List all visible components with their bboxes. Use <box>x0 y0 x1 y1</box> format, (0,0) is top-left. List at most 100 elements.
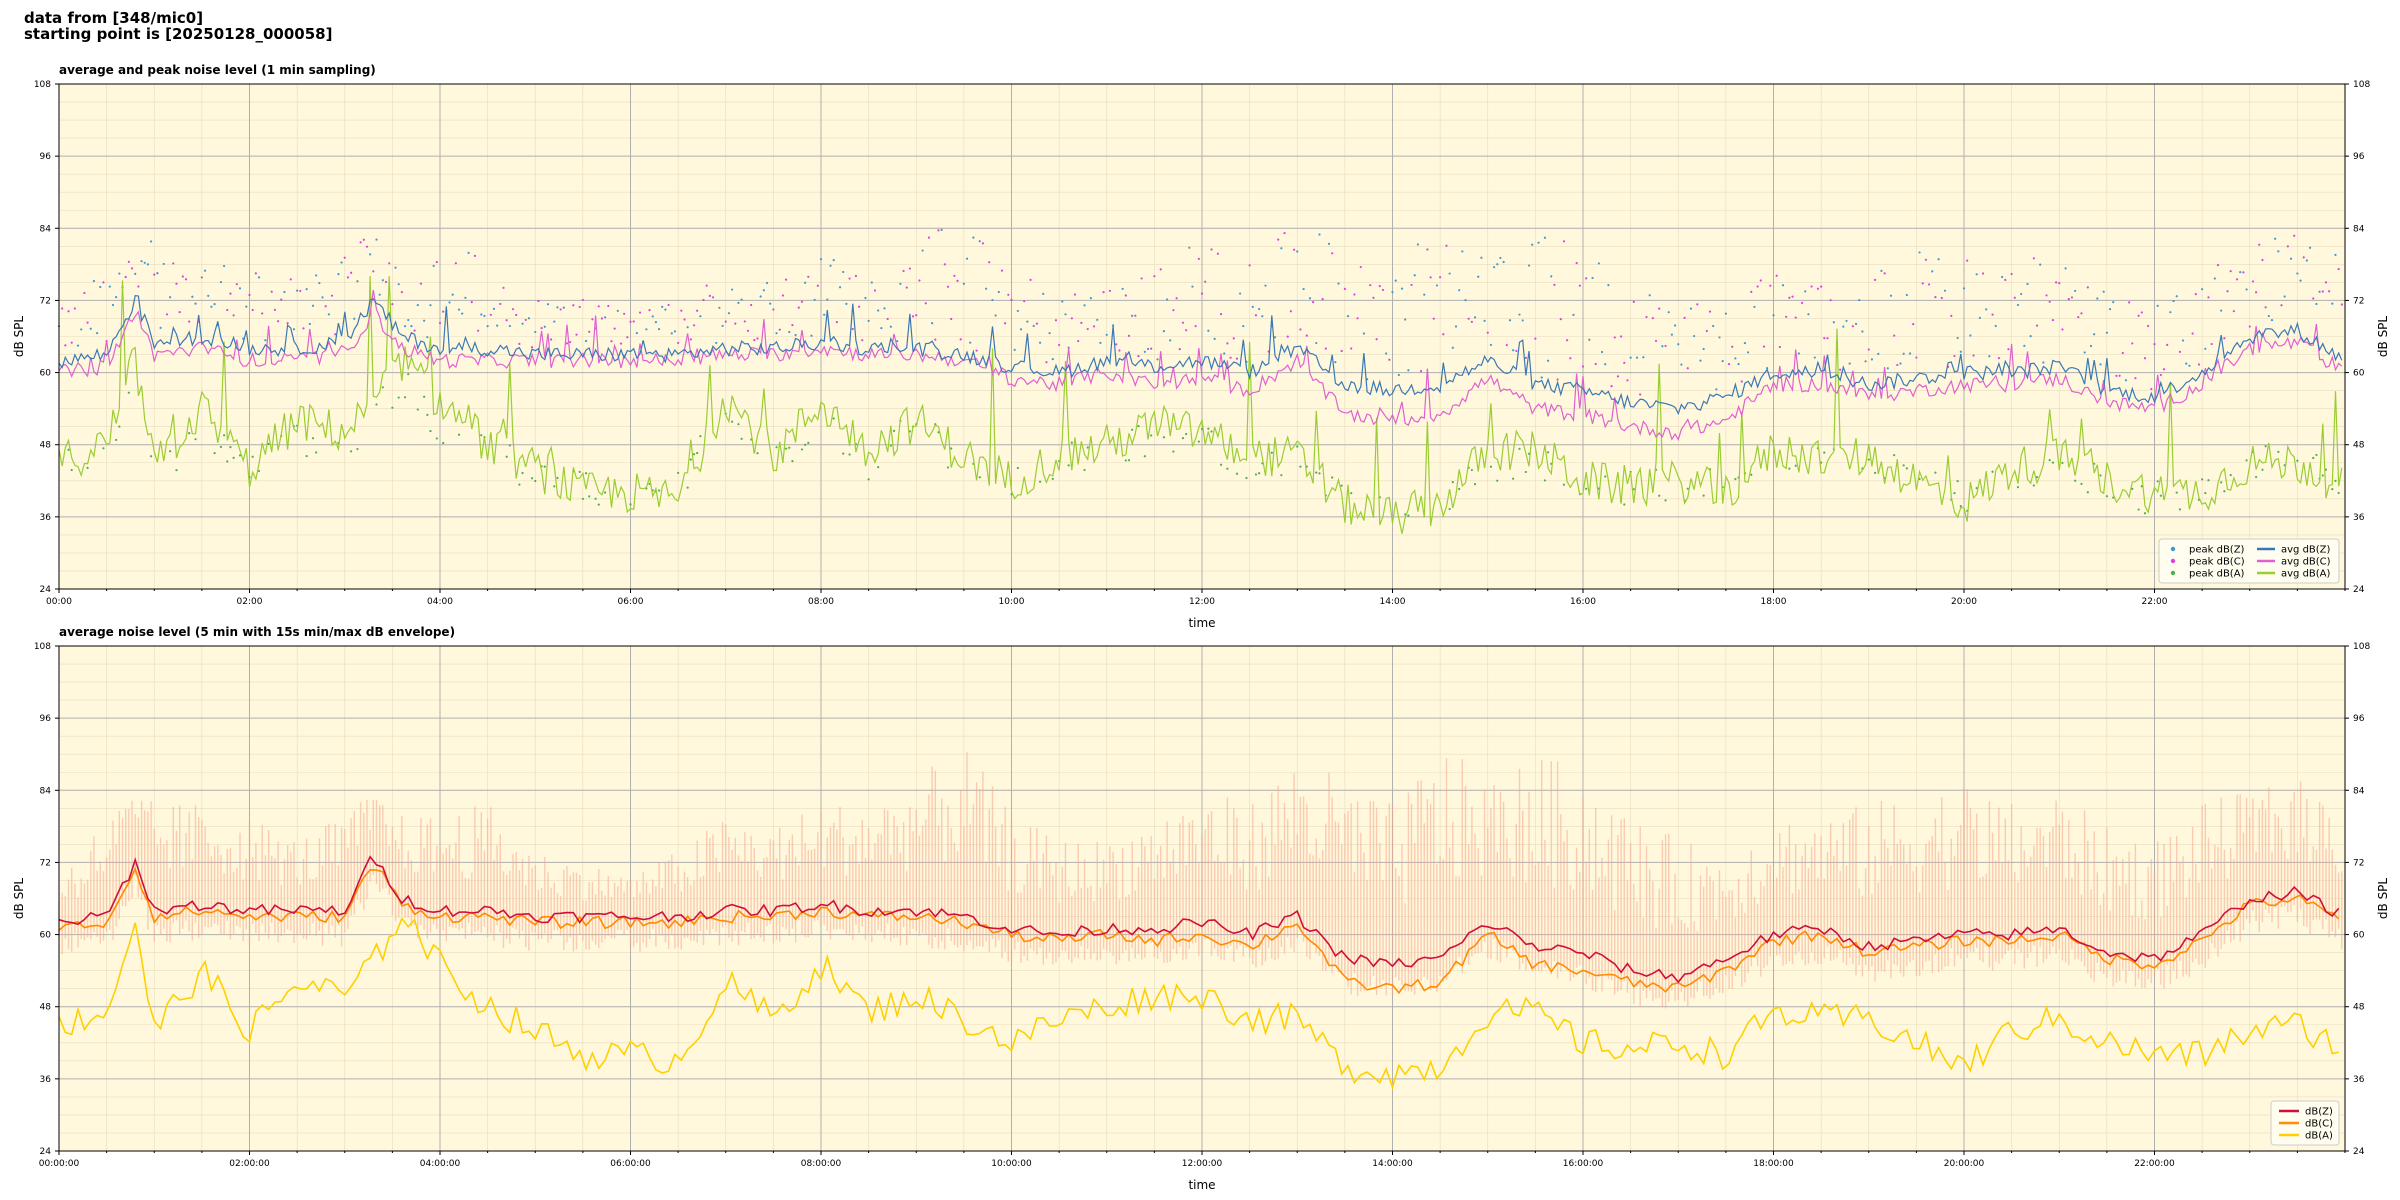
peak-point <box>1391 291 1394 294</box>
peak-point <box>2166 343 2169 346</box>
peak-point <box>553 320 556 323</box>
peak-point <box>807 441 810 444</box>
peak-point <box>1823 337 1826 340</box>
xtick-label: 00:00:00 <box>39 1159 80 1169</box>
peak-point <box>1077 339 1080 343</box>
peak-point <box>858 305 861 308</box>
peak-point <box>118 272 121 275</box>
peak-point <box>711 296 715 299</box>
peak-point <box>800 300 804 303</box>
peak-point <box>1188 246 1191 249</box>
peak-point <box>1515 349 1518 353</box>
peak-point <box>1013 348 1016 352</box>
peak-point <box>1038 341 1042 344</box>
peak-point <box>403 396 407 399</box>
peak-point <box>457 308 461 311</box>
peak-point <box>892 429 896 432</box>
peak-point <box>1661 345 1664 348</box>
peak-point <box>1750 290 1753 293</box>
ytick-label-left: 108 <box>34 642 51 652</box>
peak-point <box>499 302 502 306</box>
peak-point <box>1861 330 1864 333</box>
peak-point <box>2013 296 2016 299</box>
peak-point <box>2172 299 2175 303</box>
peak-point <box>731 420 734 423</box>
xtick-label: 04:00 <box>427 597 453 607</box>
peak-point <box>619 342 623 345</box>
peak-point <box>518 483 521 486</box>
peak-point <box>134 272 137 275</box>
peak-point <box>146 263 149 266</box>
peak-point <box>2080 482 2083 485</box>
peak-point <box>934 338 937 341</box>
peak-point <box>746 329 750 332</box>
peak-point <box>1489 343 1493 347</box>
peak-point <box>854 274 858 278</box>
peak-point <box>1181 437 1185 440</box>
peak-point <box>1118 349 1121 352</box>
peak-point <box>1839 368 1842 371</box>
peak-point <box>953 274 956 277</box>
peak-point <box>1874 278 1877 281</box>
peak-point <box>1769 284 1772 287</box>
peak-point <box>315 451 318 454</box>
peak-point <box>423 395 426 398</box>
peak-point <box>1318 233 1321 236</box>
peak-point <box>350 271 353 274</box>
peak-point <box>340 261 343 264</box>
peak-point <box>1400 287 1404 290</box>
peak-point <box>2042 361 2045 364</box>
peak-point <box>1623 361 1626 364</box>
peak-point <box>1712 324 1715 328</box>
xtick-label: 18:00 <box>1761 597 1787 607</box>
peak-point <box>1127 459 1131 462</box>
peak-point <box>1724 312 1727 315</box>
peak-point <box>804 443 807 446</box>
peak-point <box>1270 451 1273 454</box>
peak-point <box>2178 350 2181 353</box>
legend-label: dB(C) <box>2305 1119 2333 1130</box>
peak-point <box>877 309 880 312</box>
peak-point <box>115 438 118 442</box>
peak-point <box>2102 290 2105 293</box>
peak-point <box>2083 351 2086 354</box>
xtick-label: 18:00:00 <box>1753 1159 1794 1169</box>
peak-point <box>219 280 223 284</box>
peak-point <box>2318 290 2321 293</box>
peak-point <box>2331 302 2334 305</box>
peak-point <box>946 466 950 469</box>
peak-point <box>1327 242 1331 245</box>
peak-point <box>2137 314 2140 317</box>
peak-point <box>1026 320 1029 323</box>
peak-point <box>1788 467 1791 470</box>
xtick-label: 06:00:00 <box>610 1159 651 1169</box>
peak-point <box>1153 275 1156 278</box>
peak-point <box>889 444 892 447</box>
peak-point <box>1912 323 1915 326</box>
peak-point <box>1845 319 1848 323</box>
peak-point <box>1258 472 1261 475</box>
peak-point <box>1334 360 1337 364</box>
peak-point <box>1470 320 1473 323</box>
peak-point <box>1702 494 1705 497</box>
peak-point <box>1375 338 1378 341</box>
peak-point <box>1356 317 1359 320</box>
peak-point <box>2093 333 2096 336</box>
peak-point <box>1772 314 1775 317</box>
peak-point <box>137 285 140 288</box>
peak-point <box>235 283 238 286</box>
peak-point <box>1934 471 1937 474</box>
peak-point <box>1874 471 1877 474</box>
peak-point <box>1099 341 1102 344</box>
peak-point <box>772 308 775 311</box>
peak-point <box>315 274 318 277</box>
peak-point <box>73 307 76 310</box>
peak-point <box>2277 250 2280 253</box>
peak-point <box>223 264 226 268</box>
peak-point <box>1566 339 1569 342</box>
series-line-avg_z <box>58 295 2343 416</box>
peak-point <box>2210 342 2213 346</box>
peak-point <box>1664 499 1667 502</box>
peak-point <box>1632 300 1635 304</box>
xtick-label: 20:00:00 <box>1944 1159 1985 1169</box>
